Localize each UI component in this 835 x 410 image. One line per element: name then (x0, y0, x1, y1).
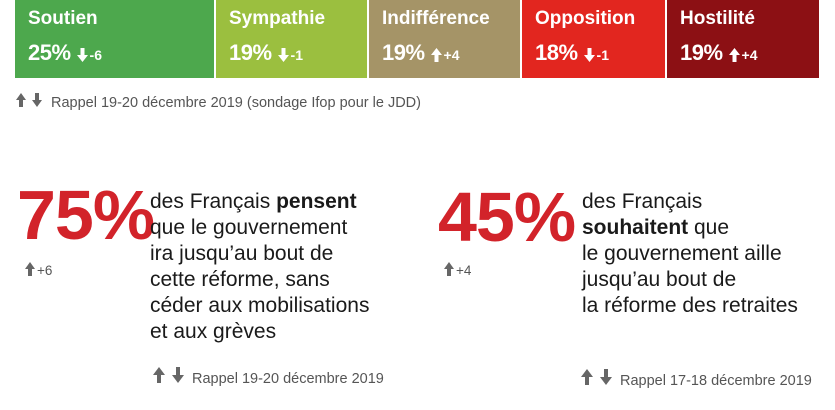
bar-segment-indifference: Indifférence 19% +4 (369, 0, 522, 78)
description-line: jusqu’au bout de (582, 268, 737, 291)
segment-percent: 25% (28, 40, 71, 65)
segment-label: Sympathie (229, 8, 326, 29)
segment-label: Hostilité (680, 8, 755, 29)
top-note-text: Rappel 19-20 décembre 2019 (sondage Ifop… (51, 95, 421, 111)
segment-label: Soutien (28, 8, 98, 29)
emphasis-text: souhaitent (582, 216, 689, 239)
description-line: la réforme des retraites (582, 294, 798, 317)
segment-label: Indifférence (382, 8, 490, 29)
bar-segment-hostilite: Hostilité 19% +4 (667, 0, 819, 78)
bar-segment-soutien: Soutien 25% -6 (15, 0, 216, 78)
right-note-text: Rappel 17-18 décembre 2019 (620, 373, 812, 389)
segment-value: 18% -1 (535, 40, 609, 68)
top-note: Rappel 19-20 décembre 2019 (sondage Ifop… (15, 92, 421, 112)
segment-percent: 18% (535, 40, 578, 65)
right-stat-delta: +4 (444, 262, 471, 278)
segment-delta: +4 (443, 47, 460, 63)
segment-percent: 19% (680, 40, 723, 65)
segment-delta: -1 (596, 47, 609, 63)
down-arrow-icon (76, 44, 88, 68)
right-stat-value: 45% (438, 178, 576, 256)
down-arrow-icon (583, 44, 595, 68)
segment-value: 19% +4 (680, 40, 758, 68)
left-note-text: Rappel 19-20 décembre 2019 (192, 371, 384, 387)
segment-delta: -6 (89, 47, 102, 63)
up-down-arrows-icon (15, 92, 45, 112)
left-stat-delta: +6 (25, 262, 52, 278)
left-note: Rappel 19-20 décembre 2019 (152, 366, 384, 388)
up-arrow-icon (444, 262, 454, 276)
left-delta-text: +6 (37, 263, 53, 278)
description-line: des Français pensent (150, 190, 357, 213)
description-line: des Français (582, 190, 703, 213)
segment-delta: -1 (290, 47, 303, 63)
up-arrow-icon (430, 44, 442, 68)
down-arrow-icon (277, 44, 289, 68)
up-down-arrows-icon (152, 366, 186, 388)
stacked-bar: Soutien 25% -6 Sympathie 19% -1 Indifférence 19… (15, 0, 819, 78)
left-stat-description: des Français pensent que le gouvernement i… (150, 189, 369, 345)
segment-percent: 19% (229, 40, 272, 65)
description-line: céder aux mobilisations (150, 294, 370, 317)
description-line: cette réforme, sans (150, 268, 330, 291)
segment-value: 25% -6 (28, 40, 102, 68)
description-line: et aux grèves (150, 320, 277, 343)
right-note: Rappel 17-18 décembre 2019 (580, 368, 812, 390)
up-arrow-icon (25, 262, 35, 276)
description-line: souhaitent que (582, 216, 730, 239)
bar-segment-sympathie: Sympathie 19% -1 (216, 0, 369, 78)
segment-value: 19% +4 (382, 40, 460, 68)
up-down-arrows-icon (580, 368, 614, 390)
segment-delta: +4 (741, 47, 758, 63)
up-arrow-icon (728, 44, 740, 68)
left-stat-value: 75% (17, 176, 155, 254)
segment-value: 19% -1 (229, 40, 303, 68)
bar-segment-opposition: Opposition 18% -1 (522, 0, 667, 78)
description-line: le gouvernement aille (582, 242, 782, 265)
description-line: ira jusqu’au bout de (150, 242, 334, 265)
emphasis-text: pensent (276, 190, 357, 213)
right-delta-text: +4 (456, 263, 472, 278)
description-line: que le gouvernement (150, 216, 348, 239)
right-stat-description: des Français souhaitent que le gouvernemen… (582, 189, 798, 319)
segment-label: Opposition (535, 8, 636, 29)
segment-percent: 19% (382, 40, 425, 65)
